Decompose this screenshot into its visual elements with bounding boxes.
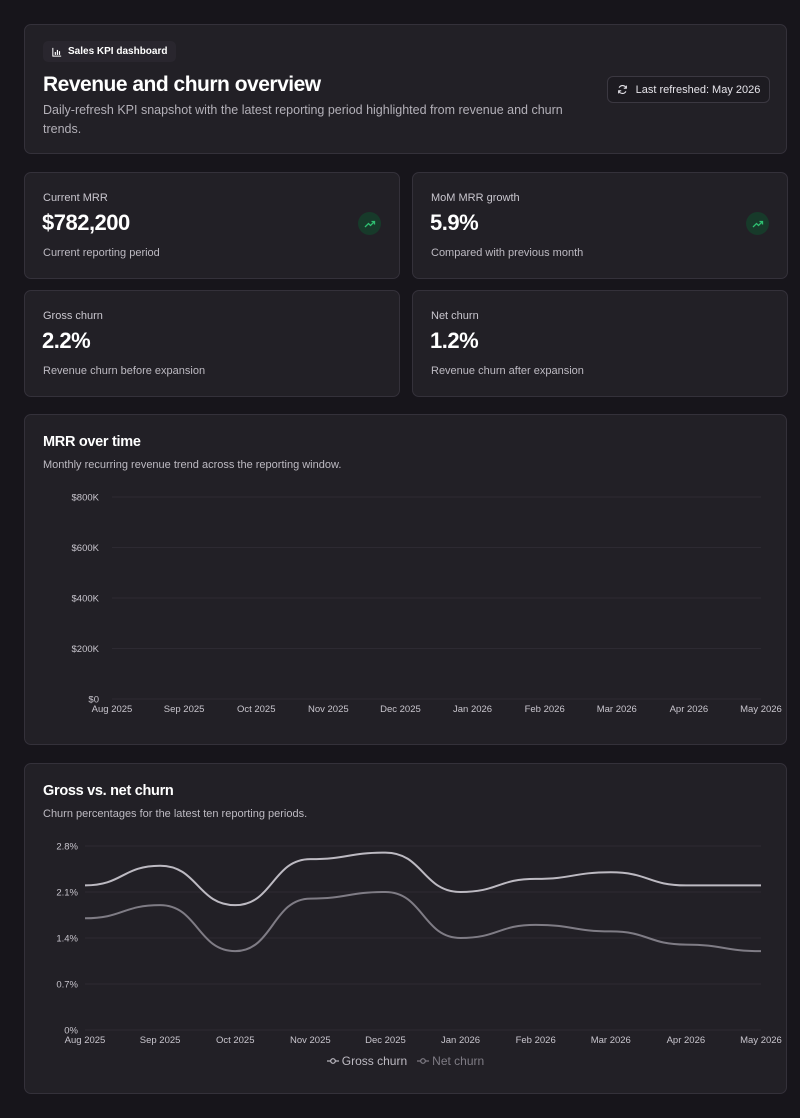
y-tick-label: 0.7% [56, 980, 78, 991]
y-tick-label: 2.1% [56, 888, 78, 899]
kpi-value: 2.2% [42, 328, 91, 353]
kpi-note: Revenue churn before expansion [43, 365, 206, 377]
x-tick-label: Aug 2025 [65, 1035, 106, 1046]
y-tick-label: $800K [72, 493, 100, 504]
x-tick-label: Nov 2025 [290, 1035, 331, 1046]
legend-label: Net churn [432, 1054, 485, 1068]
kpi-label: Gross churn [43, 310, 103, 322]
chart-title: MRR over time [43, 434, 141, 450]
refresh-label: Last refreshed: May 2026 [635, 83, 761, 96]
kpi-note: Current reporting period [43, 247, 160, 259]
chart-title: Gross vs. net churn [43, 783, 174, 799]
y-tick-label: 1.4% [56, 934, 78, 945]
refresh-icon [617, 85, 627, 94]
legend-item-net[interactable]: Net churn [417, 1054, 484, 1068]
y-tick-label: $200K [72, 644, 100, 655]
x-tick-label: Feb 2026 [525, 704, 565, 715]
churn-chart-card: Gross vs. net churn Churn percentages fo… [24, 763, 787, 1094]
bar-chart-icon [52, 47, 62, 57]
y-tick-label: 0% [64, 1026, 78, 1037]
kpi-card-current-mrr: Current MRR $782,200 Current reporting p… [24, 172, 400, 279]
chart-legend: Gross churn Net churn [25, 1054, 786, 1068]
page-title: Revenue and churn overview [43, 73, 321, 96]
kpi-value: 1.2% [430, 328, 479, 353]
kpi-value: 5.9% [430, 210, 479, 235]
page-subtitle: Daily-refresh KPI snapshot with the late… [43, 103, 563, 136]
mrr-chart-card: MRR over time Monthly recurring revenue … [24, 414, 787, 745]
x-tick-label: Mar 2026 [591, 1035, 631, 1046]
x-tick-label: Oct 2025 [216, 1035, 255, 1046]
legend-label: Gross churn [341, 1054, 408, 1068]
churn-chart: 0% 0.7% 1.4% 2.1% 2.8% Aug 2025 Sep 2025 Oct 20… [56, 842, 782, 1047]
mrr-chart: $0 $200K $400K $600K $800K Aug 2025 Sep 2025 Oc… [72, 493, 782, 716]
y-tick-label: $0 [88, 695, 99, 706]
x-tick-label: Feb 2026 [516, 1035, 556, 1046]
x-tick-label: Jan 2026 [453, 704, 492, 715]
x-tick-label: Dec 2025 [365, 1035, 406, 1046]
dashboard-badge: Sales KPI dashboard [43, 41, 177, 62]
y-tick-label: $400K [72, 594, 100, 605]
y-tick-label: 2.8% [56, 842, 78, 853]
x-tick-label: Sep 2025 [164, 704, 205, 715]
kpi-label: MoM MRR growth [431, 192, 520, 204]
header-card: Sales KPI dashboard Revenue and churn ov… [24, 24, 787, 154]
x-tick-label: Apr 2026 [670, 704, 709, 715]
x-tick-label: May 2026 [740, 1035, 782, 1046]
trending-up-icon [358, 212, 381, 235]
x-tick-label: Nov 2025 [308, 704, 349, 715]
kpi-label: Net churn [431, 310, 479, 322]
series-line-gross-churn [84, 851, 761, 907]
kpi-card-gross-churn: Gross churn 2.2% Revenue churn before ex… [24, 290, 400, 397]
chart-subtitle: Monthly recurring revenue trend across t… [43, 459, 342, 471]
series-line-net-churn [84, 890, 762, 953]
trending-up-icon [746, 212, 769, 235]
refresh-button[interactable]: Last refreshed: May 2026 [607, 76, 770, 103]
x-tick-label: Aug 2025 [92, 704, 133, 715]
kpi-card-mom-growth: MoM MRR growth 5.9% Compared with previo… [412, 172, 788, 279]
x-tick-label: Apr 2026 [667, 1035, 706, 1046]
kpi-value: $782,200 [42, 210, 130, 235]
kpi-label: Current MRR [43, 192, 108, 204]
dashboard-badge-label: Sales KPI dashboard [68, 46, 168, 57]
x-tick-label: Dec 2025 [380, 704, 421, 715]
y-tick-label: $600K [72, 543, 100, 554]
kpi-note: Revenue churn after expansion [431, 365, 584, 377]
chart-subtitle: Churn percentages for the latest ten rep… [43, 808, 308, 820]
line-marker-icon [417, 1058, 430, 1064]
line-marker-icon [326, 1058, 339, 1064]
x-tick-label: Jan 2026 [441, 1035, 480, 1046]
legend-item-gross[interactable]: Gross churn [326, 1054, 408, 1068]
x-tick-label: May 2026 [740, 704, 782, 715]
kpi-card-net-churn: Net churn 1.2% Revenue churn after expan… [412, 290, 788, 397]
x-tick-label: Mar 2026 [597, 704, 637, 715]
x-tick-label: Sep 2025 [140, 1035, 181, 1046]
kpi-note: Compared with previous month [431, 247, 584, 259]
x-tick-label: Oct 2025 [237, 704, 276, 715]
